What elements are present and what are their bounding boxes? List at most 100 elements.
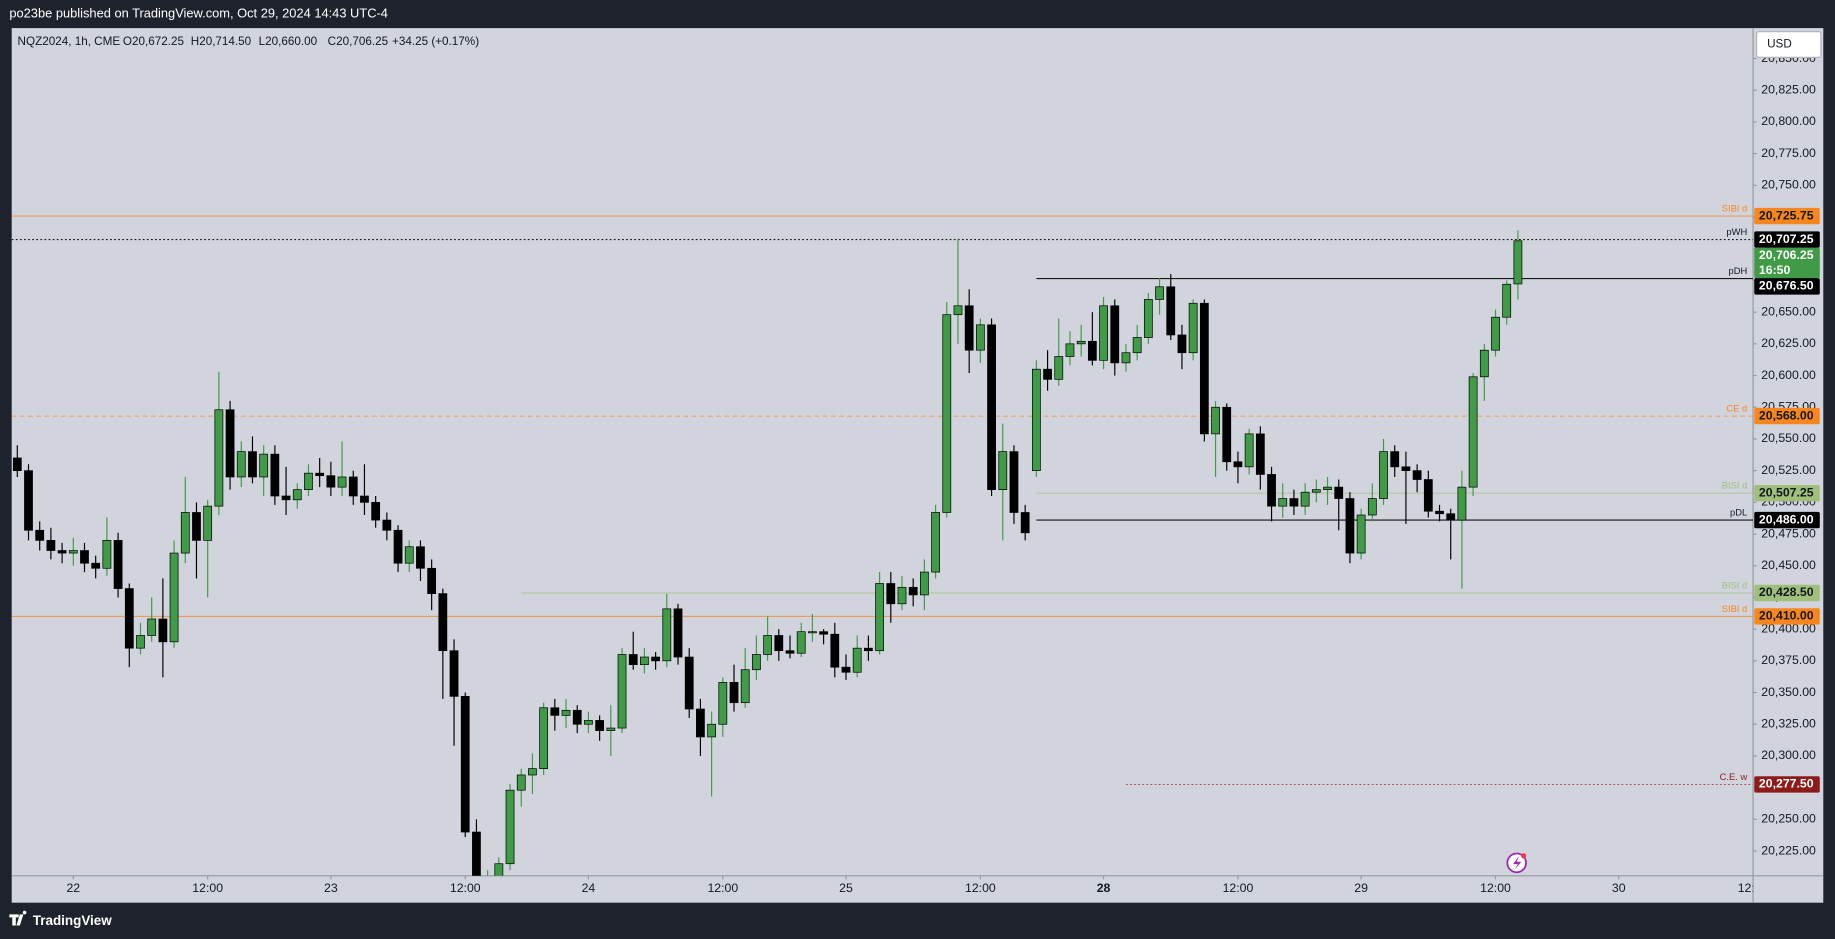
candle-body: [46, 540, 56, 551]
candle-body: [942, 314, 952, 513]
price-badge: [1754, 207, 1820, 225]
y-tick-label: 20,300.00: [1761, 748, 1816, 762]
candle-body: [1289, 498, 1299, 507]
price-badge-label: 20,428.50: [1759, 585, 1814, 599]
candle-body: [662, 608, 672, 662]
candle-body: [572, 709, 582, 725]
currency[interactable]: USD: [1767, 38, 1792, 51]
price-badge: [1754, 247, 1820, 279]
candle-body: [1446, 513, 1456, 521]
price-badge: [1754, 584, 1820, 602]
candle-body: [908, 586, 918, 596]
price-badge: [1754, 608, 1820, 625]
candle-body: [550, 707, 560, 716]
x-tick-label: 23: [324, 881, 338, 895]
candle-body: [1065, 343, 1075, 357]
candle-body: [214, 409, 224, 507]
candle-body: [1479, 349, 1489, 378]
y-tick-label: 20,225.00: [1761, 843, 1816, 857]
candle-body: [1412, 470, 1422, 480]
candle-body: [796, 631, 806, 654]
candle-body: [1513, 240, 1523, 285]
candle-body: [875, 583, 884, 652]
candle-body: [438, 593, 448, 652]
candle-body: [1009, 451, 1019, 513]
candle-body: [975, 324, 985, 351]
candle-body: [606, 727, 616, 731]
candle-body: [1031, 368, 1041, 471]
candle-body: [236, 451, 246, 478]
currency-button[interactable]: [1756, 31, 1822, 58]
y-tick-label: 20,375.00: [1761, 653, 1816, 667]
y-tick-label: 20,450.00: [1761, 558, 1816, 572]
y-tick-label: 20,350.00: [1761, 685, 1816, 699]
candle-body: [707, 723, 716, 738]
price-badge: [1754, 278, 1820, 295]
candle-body: [864, 647, 873, 652]
candle-body: [136, 635, 145, 649]
candle-body: [1110, 305, 1120, 364]
candle-body: [651, 656, 661, 662]
candle-body: [427, 567, 437, 594]
candle-body: [852, 647, 862, 673]
candle-body: [1244, 433, 1254, 468]
brand: TradingView: [33, 913, 113, 928]
price-badge-label: 20,410.00: [1759, 609, 1814, 623]
candle-body: [382, 519, 392, 531]
y-tick-label: 20,550.00: [1761, 431, 1816, 445]
candle-body: [539, 707, 549, 769]
candle-body: [292, 489, 302, 501]
candle-body: [1233, 461, 1243, 468]
candle-body: [1278, 498, 1288, 507]
candle-body: [24, 470, 33, 531]
candle-body: [1054, 356, 1064, 380]
change: +34.25 (+0.17%): [392, 35, 479, 48]
candle-body: [472, 831, 481, 876]
price-badge-label: 20,568.00: [1759, 408, 1814, 422]
price-badge-label: 20,507.25: [1759, 485, 1814, 499]
candle-body: [528, 768, 537, 776]
candle-body: [763, 635, 772, 655]
y-tick-label: 20,325.00: [1761, 716, 1816, 730]
candle-body: [1468, 376, 1478, 488]
ohlc-open: O20,672.25: [123, 35, 185, 48]
x-tick-label: 28: [1097, 881, 1111, 895]
candle-body: [729, 682, 739, 704]
candle-body: [584, 720, 593, 725]
candle-body: [147, 618, 157, 636]
price-badge: [1754, 231, 1820, 248]
candle-body: [886, 583, 896, 605]
x-tick-label: 12:00: [192, 881, 223, 895]
x-tick-label: 29: [1354, 881, 1368, 895]
candle-body: [684, 656, 694, 710]
y-tick-label: 20,525.00: [1761, 463, 1816, 477]
price-badge-label: 20,707.25: [1759, 232, 1814, 246]
candle-body: [1502, 283, 1512, 318]
level-label: pDL: [1730, 508, 1747, 518]
x-tick-label: 24: [582, 881, 596, 895]
candle-body: [360, 495, 369, 503]
level-label: BISI d: [1722, 481, 1747, 491]
candle-body: [326, 475, 336, 488]
candle-body: [281, 495, 291, 501]
alert-dot: [1521, 853, 1527, 859]
candle-body: [113, 540, 123, 589]
x-tick-label: 12:00: [450, 881, 481, 895]
candle-body: [225, 409, 235, 478]
candle-body: [1121, 352, 1131, 364]
candle-body: [1166, 286, 1176, 336]
candle-body: [169, 552, 179, 643]
candle-body: [57, 550, 67, 554]
candle-body: [1390, 451, 1400, 468]
candle-body: [449, 650, 459, 697]
ohlc-high: H20,714.50: [191, 35, 252, 48]
candle-body: [1345, 498, 1355, 554]
candle-body: [404, 546, 414, 564]
candle-body: [304, 472, 313, 491]
candle-body: [1255, 433, 1265, 475]
y-tick-label: 20,400.00: [1761, 621, 1816, 635]
candle-body: [819, 631, 828, 635]
candle-body: [774, 635, 784, 652]
candle-body: [595, 720, 605, 731]
